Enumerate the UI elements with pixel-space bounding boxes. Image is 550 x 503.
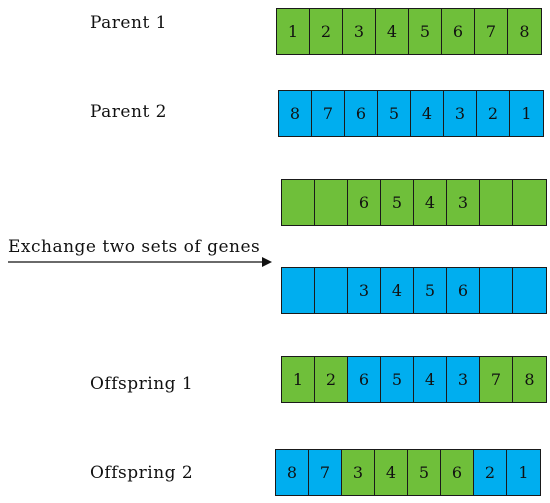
gene-cell: 5 (378, 91, 411, 136)
gene-cell: 4 (376, 9, 409, 54)
gene-cell (282, 180, 315, 225)
gene-cell: 3 (348, 268, 381, 313)
gene-cell (315, 180, 348, 225)
gene-cell: 2 (474, 450, 507, 495)
gene-cell: 7 (475, 9, 508, 54)
gene-cell: 6 (441, 450, 474, 495)
gene-cell: 3 (343, 9, 376, 54)
gene-cell: 3 (447, 357, 480, 402)
gene-cell: 6 (345, 91, 378, 136)
gene-cell: 5 (408, 450, 441, 495)
gene-cell: 1 (282, 357, 315, 402)
gene-cell: 2 (315, 357, 348, 402)
gene-cell: 2 (310, 9, 343, 54)
exchange-label: Exchange two sets of genes (8, 237, 261, 257)
gene-cell: 5 (409, 9, 442, 54)
gene-cell: 7 (312, 91, 345, 136)
gene-cell (282, 268, 315, 313)
gene-cell: 7 (309, 450, 342, 495)
offspring2-label: Offspring 2 (90, 463, 194, 483)
gene-cell: 6 (348, 357, 381, 402)
gene-cell: 8 (276, 450, 309, 495)
gene-cell: 3 (447, 180, 480, 225)
gene-cell: 4 (375, 450, 408, 495)
offspring1-label: Offspring 1 (90, 374, 194, 394)
gene-cell: 8 (508, 9, 541, 54)
gene-cell (480, 180, 513, 225)
gene-cell (513, 180, 546, 225)
gene-cell: 5 (381, 180, 414, 225)
gene-cell: 2 (477, 91, 510, 136)
gene-cell: 5 (414, 268, 447, 313)
gene-cell: 1 (510, 91, 543, 136)
gene-cell: 4 (414, 180, 447, 225)
gene-cell: 6 (447, 268, 480, 313)
gene-cell: 4 (381, 268, 414, 313)
gene-cell: 1 (277, 9, 310, 54)
gene-cell: 1 (507, 450, 540, 495)
gene-cell: 5 (381, 357, 414, 402)
parent2-label: Parent 2 (90, 102, 167, 122)
gene-cell (315, 268, 348, 313)
gene-cell (513, 268, 546, 313)
gene-cell (480, 268, 513, 313)
parent1-label: Parent 1 (90, 13, 167, 33)
gene-cell: 3 (342, 450, 375, 495)
gene-cell: 4 (414, 357, 447, 402)
gene-cell: 8 (279, 91, 312, 136)
gene-cell: 6 (348, 180, 381, 225)
exchange-arrow (8, 253, 272, 272)
gene-cell: 4 (411, 91, 444, 136)
gene-cell: 6 (442, 9, 475, 54)
gene-cell: 7 (480, 357, 513, 402)
gene-cell: 8 (513, 357, 546, 402)
gene-cell: 3 (444, 91, 477, 136)
